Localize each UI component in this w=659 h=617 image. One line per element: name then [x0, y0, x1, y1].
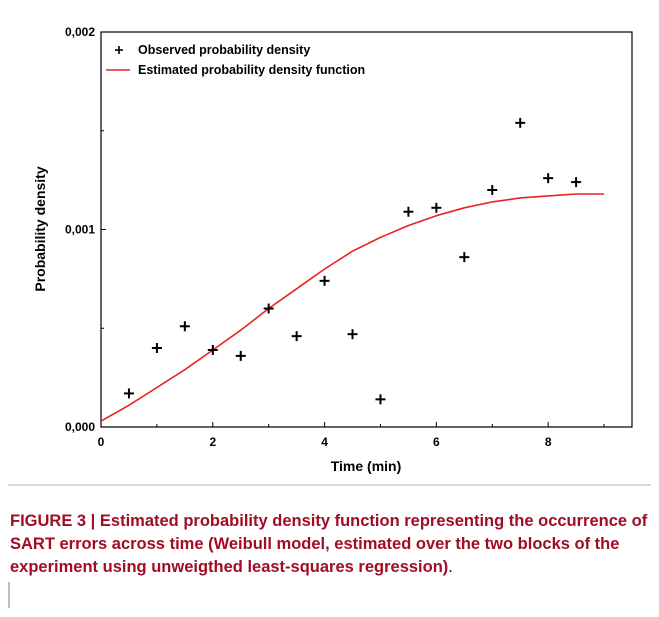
caption-side-bar — [8, 582, 10, 608]
observed-point — [263, 303, 274, 314]
legend-label: Estimated probability density function — [138, 63, 365, 77]
observed-point — [123, 388, 134, 399]
observed-point — [403, 206, 414, 217]
observed-point — [235, 350, 246, 361]
caption-period: . — [448, 558, 453, 576]
observed-point — [207, 344, 218, 355]
observed-point — [375, 394, 386, 405]
observed-point — [179, 321, 190, 332]
y-tick-label: 0,002 — [65, 25, 95, 39]
observed-point — [459, 252, 470, 263]
chart: 0 2 4 6 8 0,000 0,001 0,002 Observed probabilit… — [32, 25, 633, 474]
legend: Observed probability density Estimated pr… — [106, 43, 365, 77]
observed-point — [291, 331, 302, 342]
observed-points-layer — [123, 117, 582, 405]
fit-curve-layer — [100, 193, 605, 422]
x-tick-label: 4 — [321, 435, 328, 449]
legend-entry: Observed probability density — [115, 43, 310, 57]
legend-label: Observed probability density — [138, 43, 310, 57]
x-tick-label: 2 — [209, 435, 216, 449]
y-tick-label: 0,001 — [65, 223, 95, 237]
observed-point — [571, 177, 582, 188]
observed-point — [347, 329, 358, 340]
tick-layer: 0 2 4 6 8 0,000 0,001 0,002 — [65, 25, 605, 449]
caption-text: Estimated probability density function r… — [10, 512, 648, 576]
x-axis-title: Time (min) — [331, 458, 402, 474]
observed-point — [487, 185, 498, 195]
observed-point — [151, 343, 162, 353]
observed-point — [431, 202, 442, 213]
y-tick-label: 0,000 — [65, 420, 95, 434]
observed-point — [515, 117, 526, 128]
observed-point — [543, 173, 554, 184]
x-tick-label: 6 — [433, 435, 440, 449]
caption-label: FIGURE 3 | — [10, 512, 100, 530]
y-axis-title: Probability density — [32, 166, 48, 291]
plot-frame — [100, 31, 633, 428]
figure-caption: FIGURE 3 | Estimated probability density… — [10, 510, 650, 579]
caption-divider — [8, 484, 651, 486]
x-tick-label: 8 — [545, 435, 552, 449]
legend-entry: Estimated probability density function — [106, 63, 365, 77]
x-tick-label: 0 — [98, 435, 105, 449]
observed-point — [319, 275, 330, 286]
fit-curve — [100, 193, 605, 422]
